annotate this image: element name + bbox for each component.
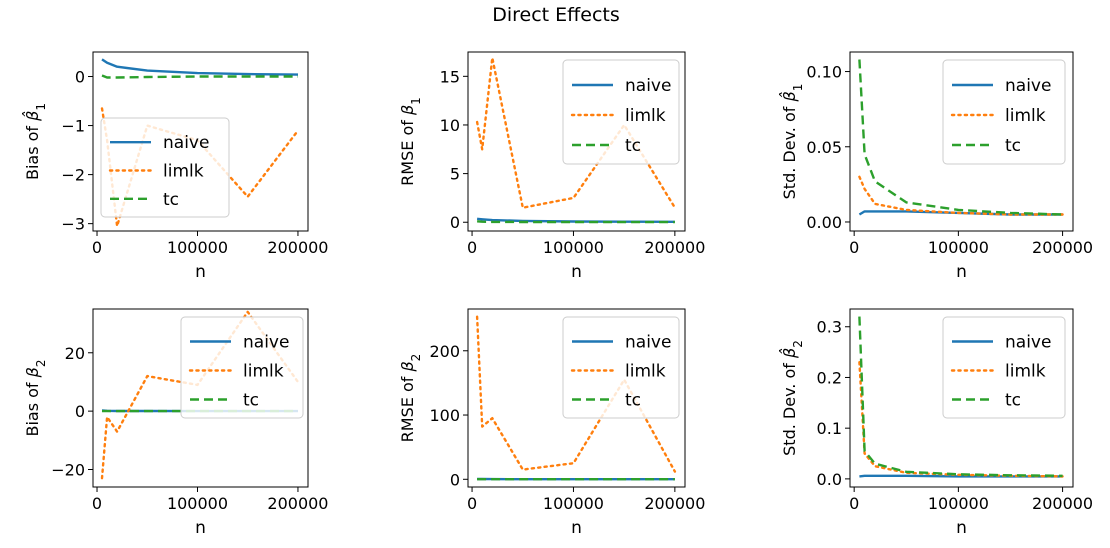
legend-label-tc: tc bbox=[243, 391, 259, 411]
legend: naive limlk tc bbox=[563, 317, 679, 418]
x-tick-label: 0 bbox=[467, 494, 477, 513]
legend-label-naive: naive bbox=[1005, 76, 1051, 96]
x-tick-label: 200000 bbox=[1032, 238, 1093, 257]
y-tick-label: 0 bbox=[450, 470, 460, 489]
subplot-5: 0 100000 200000 0 100 200 n RMSE of β2 naive liml… bbox=[398, 309, 705, 538]
y-axis-label: RMSE of β1 bbox=[398, 97, 423, 186]
x-axis-label: n bbox=[956, 262, 967, 282]
y-axis-label: Bias of β̂1 bbox=[22, 103, 48, 180]
y-tick-label: 5 bbox=[450, 165, 460, 184]
legend-label-tc: tc bbox=[1005, 136, 1021, 156]
subplot-1: 0 100000 200000 0 −1 −2 −3 n Bias of β̂1 naive lim… bbox=[22, 52, 328, 282]
subplot-6: 0 100000 200000 0.0 0.1 0.2 0.3 n Std. Dev. of β… bbox=[779, 309, 1093, 538]
y-tick-label: 0.2 bbox=[817, 368, 842, 387]
y-axis-label: Std. Dev. of β̂2 bbox=[779, 340, 805, 456]
legend: naive limlk tc bbox=[181, 317, 303, 418]
y-tick-label: 0 bbox=[75, 402, 85, 421]
x-tick-label: 0 bbox=[467, 238, 477, 257]
y-tick-label: 0.0 bbox=[817, 470, 842, 489]
y-tick-label: 15 bbox=[440, 67, 460, 86]
legend: naive limlk tc bbox=[101, 118, 229, 217]
y-tick-label: 0.3 bbox=[817, 318, 842, 337]
y-tick-label: 100 bbox=[429, 406, 460, 425]
y-tick-label: 0.1 bbox=[817, 419, 842, 438]
legend: naive limlk tc bbox=[943, 60, 1065, 164]
x-axis-label: n bbox=[195, 262, 206, 282]
subplot-4: 0 100000 200000 20 0 −20 n Bias of β2 naive limlk… bbox=[23, 309, 328, 538]
x-tick-label: 200000 bbox=[1032, 494, 1093, 513]
legend-label-naive: naive bbox=[625, 333, 671, 353]
x-tick-label: 200000 bbox=[644, 494, 705, 513]
x-tick-label: 0 bbox=[92, 494, 102, 513]
legend-label-limlk: limlk bbox=[1005, 362, 1046, 382]
x-axis-label: n bbox=[571, 262, 582, 282]
x-tick-label: 200000 bbox=[644, 238, 705, 257]
y-tick-label: 20 bbox=[65, 344, 85, 363]
legend-label-tc: tc bbox=[1005, 391, 1021, 411]
x-axis-label: n bbox=[956, 518, 967, 538]
y-tick-label: 0.05 bbox=[806, 138, 842, 157]
x-tick-label: 100000 bbox=[928, 238, 989, 257]
series-line-limlk bbox=[859, 177, 1062, 215]
y-tick-label: −1 bbox=[61, 117, 85, 136]
x-tick-label: 200000 bbox=[267, 494, 328, 513]
y-tick-label: 0 bbox=[450, 213, 460, 232]
y-tick-label: 0.10 bbox=[806, 63, 842, 82]
y-tick-label: 0 bbox=[75, 68, 85, 87]
x-tick-label: 100000 bbox=[928, 494, 989, 513]
y-axis-label: Bias of β2 bbox=[23, 359, 48, 436]
x-tick-label: 0 bbox=[92, 238, 102, 257]
legend: naive limlk tc bbox=[943, 317, 1065, 418]
legend-label-tc: tc bbox=[625, 136, 641, 156]
legend-label-tc: tc bbox=[625, 391, 641, 411]
legend-label-limlk: limlk bbox=[625, 106, 666, 126]
x-axis-label: n bbox=[195, 518, 206, 538]
x-tick-label: 100000 bbox=[543, 238, 604, 257]
legend-label-naive: naive bbox=[163, 133, 209, 153]
x-tick-label: 100000 bbox=[167, 238, 228, 257]
x-tick-label: 0 bbox=[849, 494, 859, 513]
legend-label-limlk: limlk bbox=[163, 162, 204, 182]
y-tick-label: −3 bbox=[61, 215, 85, 234]
series-line-naive bbox=[102, 59, 298, 74]
x-tick-label: 0 bbox=[849, 238, 859, 257]
legend-label-naive: naive bbox=[243, 333, 289, 353]
y-axis-label: RMSE of β2 bbox=[398, 354, 423, 443]
figure-title: Direct Effects bbox=[492, 4, 620, 26]
legend-label-limlk: limlk bbox=[625, 362, 666, 382]
series-line-tc bbox=[102, 76, 298, 78]
x-tick-label: 200000 bbox=[267, 238, 328, 257]
legend-label-limlk: limlk bbox=[243, 362, 284, 382]
subplot-2: 0 100000 200000 0 5 10 15 n RMSE of β1 naive limlk… bbox=[398, 52, 705, 282]
y-tick-label: −20 bbox=[51, 460, 85, 479]
y-axis-label: Std. Dev. of β̂1 bbox=[779, 84, 805, 200]
series-line-tc bbox=[477, 221, 675, 222]
legend: naive limlk tc bbox=[563, 60, 679, 164]
y-tick-label: 0.00 bbox=[806, 213, 842, 232]
x-axis-label: n bbox=[571, 518, 582, 538]
legend-label-tc: tc bbox=[163, 190, 179, 210]
y-tick-label: −2 bbox=[61, 166, 85, 185]
legend-label-naive: naive bbox=[625, 76, 671, 96]
y-tick-label: 200 bbox=[429, 342, 460, 361]
x-tick-label: 100000 bbox=[167, 494, 228, 513]
legend-label-naive: naive bbox=[1005, 333, 1051, 353]
x-tick-label: 100000 bbox=[543, 494, 604, 513]
y-tick-label: 10 bbox=[440, 116, 460, 135]
legend-label-limlk: limlk bbox=[1005, 106, 1046, 126]
subplot-3: 0 100000 200000 0.00 0.05 0.10 n Std. Dev. of β… bbox=[779, 52, 1093, 282]
